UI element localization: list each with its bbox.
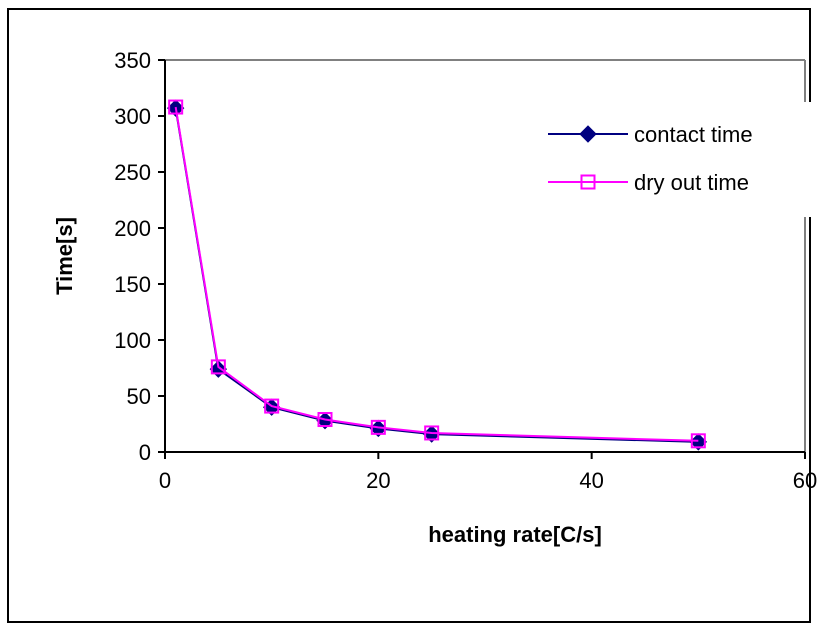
data-point: [424, 425, 440, 441]
series-line: [174, 106, 699, 442]
y-tick-label: 200: [114, 216, 151, 241]
series-contact-time: [166, 99, 708, 451]
y-tick-label: 150: [114, 272, 151, 297]
y-axis-title: Time[s]: [52, 217, 77, 295]
data-point: [370, 419, 386, 435]
data-point: [690, 433, 706, 449]
y-tick-label: 300: [114, 104, 151, 129]
legend-box: [530, 102, 815, 217]
y-tick-label: 350: [114, 48, 151, 73]
y-tick-label: 50: [127, 384, 151, 409]
legend: contact time dry out time: [530, 102, 815, 217]
x-tick-label: 40: [579, 468, 603, 493]
x-axis-title: heating rate[C/s]: [428, 522, 602, 547]
data-point: [210, 359, 226, 375]
data-point: [168, 99, 184, 115]
data-point: [264, 398, 280, 414]
y-tick-label: 100: [114, 328, 151, 353]
legend-marker: [580, 174, 596, 190]
series-layer: [166, 99, 708, 451]
x-tick-label: 60: [793, 468, 817, 493]
x-axis-ticks: 0 20 40 60: [159, 452, 817, 493]
data-point: [689, 433, 708, 451]
data-point: [317, 412, 333, 428]
x-tick-label: 0: [159, 468, 171, 493]
y-axis-ticks: 0 50 100 150 200 250 300 350: [114, 48, 165, 465]
legend-label: contact time: [634, 122, 753, 147]
legend-label: dry out time: [634, 170, 749, 195]
y-tick-label: 250: [114, 160, 151, 185]
series-dry-out-time: [168, 99, 706, 449]
y-tick-label: 0: [139, 440, 151, 465]
x-tick-label: 20: [366, 468, 390, 493]
legend-marker: [579, 125, 597, 143]
